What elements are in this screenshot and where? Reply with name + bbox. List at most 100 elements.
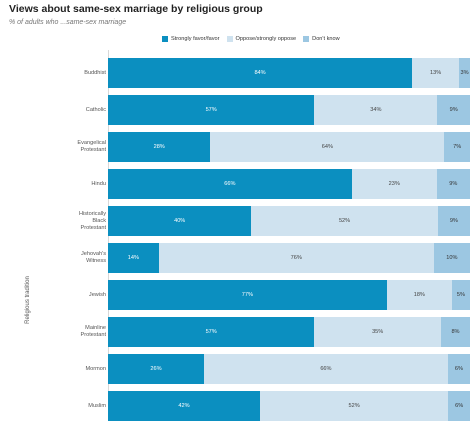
category-label: Hindu xyxy=(36,169,106,199)
stacked-bar: 57% 35% 8% xyxy=(108,317,470,347)
data-label: 10% xyxy=(446,255,458,261)
legend-label: Don't know xyxy=(312,36,340,42)
category-label: Muslim xyxy=(36,391,106,421)
data-label: 84% xyxy=(254,70,266,76)
data-label: 52% xyxy=(348,403,360,409)
stacked-bar: 42% 52% 6% xyxy=(108,391,470,421)
stacked-bar: 26% 66% 6% xyxy=(108,354,470,384)
data-label: 52% xyxy=(338,218,351,224)
data-label: 13% xyxy=(430,70,442,76)
bar-segment-don-t-know: 10% xyxy=(433,243,470,273)
data-label: 42% xyxy=(178,403,190,409)
bar-segment-don-t-know: 3% xyxy=(459,58,470,88)
category-label: Buddhist xyxy=(36,58,106,88)
data-label: 57% xyxy=(205,107,217,113)
category-label-line: Protestant xyxy=(80,224,107,231)
bar-segment-strongly-favor-favor: 40% xyxy=(108,206,252,236)
legend-label: Oppose/strongly oppose xyxy=(235,36,297,42)
bar-row-jehovah-s-witness: Jehovah's Witness 14% 76% 10% xyxy=(0,243,474,273)
stacked-bar: 84% 13% 3% xyxy=(108,58,470,88)
data-label: 64% xyxy=(321,144,333,150)
category-label: Mainline Protestant xyxy=(36,317,107,347)
bar-segment-don-t-know: 6% xyxy=(447,354,470,384)
category-label-line: Jewish xyxy=(88,291,106,298)
category-label-line: Protestant xyxy=(80,332,107,338)
data-label: 7% xyxy=(453,144,462,150)
data-label: 14% xyxy=(127,255,139,261)
data-label: 77% xyxy=(241,292,253,298)
bar-row-hindu: Hindu 66% 23% 9% xyxy=(0,169,474,199)
bar-row-mainline-protestant: Mainline Protestant 57% 35% 8% xyxy=(0,317,474,347)
category-label-line: Mormon xyxy=(85,365,106,372)
bar-segment-strongly-favor-favor: 28% xyxy=(108,132,211,162)
bar-row-muslim: Muslim 42% 52% 6% xyxy=(0,391,474,421)
data-label: 66% xyxy=(224,181,236,187)
category-label: Jehovah's Witness xyxy=(36,243,106,273)
bar-segment-don-t-know: 9% xyxy=(437,95,470,125)
data-label: 34% xyxy=(370,107,382,113)
category-label: Catholic xyxy=(36,95,106,125)
bar-segment-oppose-strongly-oppose: 52% xyxy=(260,391,449,421)
category-label-line: Buddhist xyxy=(84,69,106,76)
bar-row-mormon: Mormon 26% 66% 6% xyxy=(0,354,474,384)
stacked-bar: 66% 23% 9% xyxy=(108,169,470,199)
bar-segment-strongly-favor-favor: 57% xyxy=(108,95,315,125)
bar-segment-strongly-favor-favor: 66% xyxy=(108,169,352,199)
bar-segment-oppose-strongly-oppose: 64% xyxy=(210,132,445,162)
stacked-bar: 14% 76% 10% xyxy=(108,243,470,273)
category-label-line: Historically xyxy=(78,210,106,217)
bar-segment-strongly-favor-favor: 57% xyxy=(108,317,315,347)
chart-subtitle: % of adults who ...same-sex marriage xyxy=(9,19,127,26)
bar-segment-oppose-strongly-oppose: 52% xyxy=(251,206,438,236)
legend-label: Strongly favor/favor xyxy=(171,36,220,42)
bar-segment-strongly-favor-favor: 77% xyxy=(108,280,387,310)
bar-segment-strongly-favor-favor: 14% xyxy=(108,243,159,273)
bar-row-jewish: Jewish 77% 18% 5% xyxy=(0,280,474,310)
data-label: 6% xyxy=(455,403,464,409)
bar-segment-don-t-know: 9% xyxy=(436,169,470,199)
chart-legend: Strongly favor/favor Oppose/strongly oppo… xyxy=(162,36,347,42)
data-label: 8% xyxy=(451,329,460,335)
bar-segment-strongly-favor-favor: 26% xyxy=(108,354,205,384)
category-label: Evangelical Protestant xyxy=(36,132,106,162)
bar-segment-oppose-strongly-oppose: 66% xyxy=(204,354,448,384)
legend-swatch xyxy=(303,36,310,42)
data-label: 66% xyxy=(320,366,332,372)
data-label: 23% xyxy=(388,181,400,187)
bar-segment-don-t-know: 8% xyxy=(441,317,470,347)
category-label: Historically Black Protestant xyxy=(36,206,106,236)
bar-row-historically-black-protestant: Historically Black Protestant 40% 52% 9% xyxy=(0,206,474,236)
data-label: 26% xyxy=(150,366,162,372)
bar-segment-oppose-strongly-oppose: 76% xyxy=(158,243,434,273)
bar-segment-strongly-favor-favor: 42% xyxy=(108,391,261,421)
data-label: 5% xyxy=(456,292,465,298)
legend-item-strongly-favor-favor: Strongly favor/favor xyxy=(162,36,220,42)
category-label-line: Protestant xyxy=(80,147,107,153)
bar-segment-oppose-strongly-oppose: 34% xyxy=(314,95,438,125)
chart-title: Views about same-sex marriage by religio… xyxy=(9,3,263,15)
stacked-bar: 40% 52% 9% xyxy=(108,206,470,236)
category-label-line: Black xyxy=(92,217,106,224)
bar-segment-oppose-strongly-oppose: 35% xyxy=(314,317,442,347)
stacked-bar: 28% 64% 7% xyxy=(108,132,470,162)
data-label: 40% xyxy=(174,218,186,224)
category-label-line: Muslim xyxy=(88,402,106,409)
data-label: 57% xyxy=(205,329,217,335)
data-label: 9% xyxy=(449,218,458,224)
category-label: Mormon xyxy=(36,354,106,384)
category-label-line: Hindu xyxy=(91,180,106,187)
data-label: 35% xyxy=(372,329,384,335)
legend-swatch xyxy=(162,36,168,42)
data-label: 76% xyxy=(290,255,302,261)
stacked-bar: 57% 34% 9% xyxy=(108,95,470,125)
data-label: 18% xyxy=(413,292,425,298)
stacked-bar: 77% 18% 5% xyxy=(108,280,470,310)
bar-row-catholic: Catholic 57% 34% 9% xyxy=(0,95,474,125)
category-label-line: Evangelical xyxy=(77,140,106,146)
data-label: 6% xyxy=(454,366,463,372)
bar-row-buddhist: Buddhist 84% 13% 3% xyxy=(0,58,474,88)
category-label-line: Mainline xyxy=(85,325,106,331)
category-label-line: Witness xyxy=(86,258,106,264)
bar-segment-don-t-know: 7% xyxy=(444,132,470,162)
data-label: 3% xyxy=(460,70,469,76)
